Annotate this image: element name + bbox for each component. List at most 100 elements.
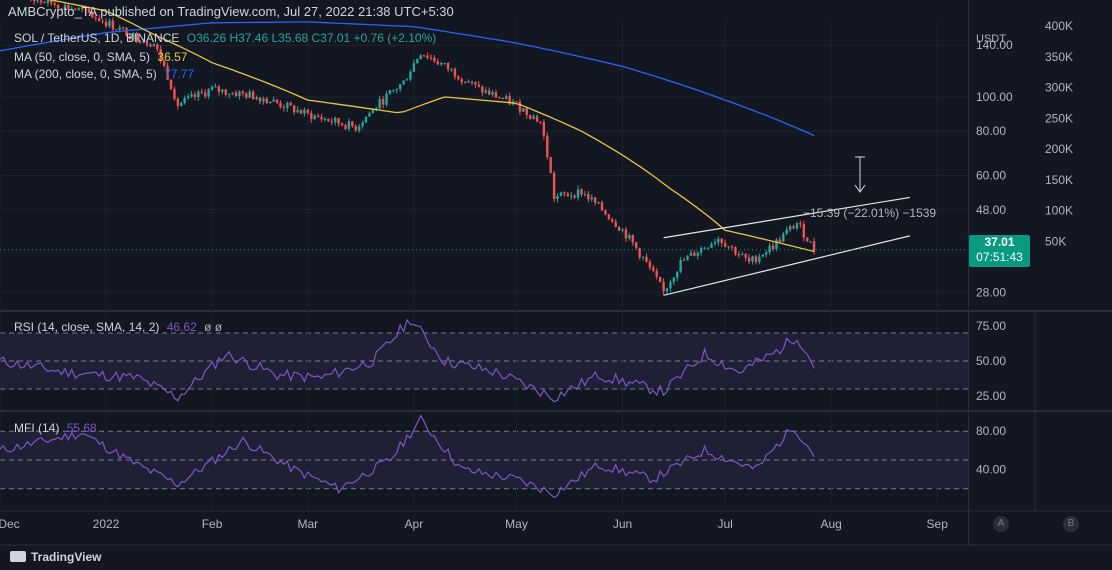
candle bbox=[522, 108, 525, 112]
candle bbox=[340, 122, 344, 127]
candle-body bbox=[306, 109, 310, 113]
candle bbox=[320, 113, 323, 123]
candle-body bbox=[799, 223, 802, 225]
mfi-band-fill bbox=[0, 431, 968, 489]
candle-body bbox=[662, 281, 665, 292]
last-price-value: 37.01 bbox=[984, 235, 1015, 249]
candle bbox=[806, 237, 809, 242]
candle-body bbox=[156, 44, 159, 50]
candle bbox=[292, 104, 296, 116]
candle bbox=[275, 98, 279, 105]
price-tick-label: 60.00 bbox=[976, 168, 1006, 182]
candle-body bbox=[180, 102, 183, 106]
candle bbox=[532, 113, 535, 120]
candle bbox=[443, 62, 446, 66]
candle-body bbox=[453, 68, 457, 77]
rsi-legend[interactable]: RSI (14, close, SMA, 14, 2) 46.62 ø ø bbox=[14, 320, 222, 334]
rsi-label: RSI (14, close, SMA, 14, 2) bbox=[14, 320, 160, 334]
candle-body bbox=[532, 116, 535, 119]
mfi-legend[interactable]: MFI (14) 55.68 bbox=[14, 421, 97, 435]
candle-body bbox=[87, 8, 91, 13]
rsi-tick-label: 50.00 bbox=[976, 354, 1006, 368]
candle bbox=[334, 116, 337, 126]
candle-body bbox=[128, 35, 132, 40]
candle bbox=[700, 246, 703, 256]
candle-body bbox=[426, 55, 429, 58]
candle bbox=[570, 192, 573, 200]
candle-body bbox=[176, 98, 180, 106]
ma50-label: MA (50, close, 0, SMA, 5) bbox=[14, 50, 151, 64]
rsi-band-fill bbox=[0, 333, 968, 389]
candle bbox=[327, 118, 330, 122]
candle-body bbox=[419, 55, 422, 59]
candle-body bbox=[600, 202, 604, 211]
candle-body bbox=[371, 108, 375, 114]
volume-tick-label: 200K bbox=[1045, 142, 1073, 156]
candle-body bbox=[94, 17, 97, 19]
candle-body bbox=[457, 76, 460, 80]
candle-body bbox=[635, 242, 638, 249]
candle bbox=[727, 245, 730, 250]
b-button[interactable]: B bbox=[1063, 516, 1079, 532]
candle-body bbox=[481, 86, 484, 93]
candle bbox=[238, 90, 241, 100]
mfi-tick-label: 40.00 bbox=[976, 463, 1006, 477]
candle-body bbox=[645, 256, 648, 262]
candle-body bbox=[265, 98, 268, 104]
candle bbox=[152, 42, 156, 47]
candle bbox=[43, 0, 46, 4]
candle-body bbox=[436, 61, 440, 65]
candle-body bbox=[460, 79, 463, 83]
candle-body bbox=[806, 237, 809, 242]
candle-body bbox=[676, 271, 679, 278]
last-price-tag: 37.01 07:51:43 bbox=[969, 235, 1030, 267]
candle-body bbox=[522, 108, 525, 112]
candle-body bbox=[398, 84, 402, 90]
candle bbox=[227, 93, 231, 99]
candle-body bbox=[351, 121, 354, 127]
candle-body bbox=[279, 102, 282, 107]
candle bbox=[364, 116, 368, 123]
candle bbox=[303, 107, 306, 117]
ma200-legend[interactable]: MA (200, close, 0, SMA, 5) 77.77 bbox=[14, 67, 194, 81]
candle bbox=[525, 106, 528, 119]
candle bbox=[535, 114, 539, 123]
candle bbox=[631, 234, 634, 246]
candle-body bbox=[221, 89, 224, 92]
candle bbox=[422, 54, 426, 58]
candle-body bbox=[241, 91, 245, 94]
candle-body bbox=[474, 81, 477, 85]
candle bbox=[337, 117, 340, 127]
candle-body bbox=[621, 229, 624, 231]
candle bbox=[549, 156, 552, 174]
ma50-legend[interactable]: MA (50, close, 0, SMA, 5) 36.57 bbox=[14, 50, 187, 64]
candle-body bbox=[429, 57, 433, 59]
candle-body bbox=[433, 57, 436, 62]
candle-body bbox=[751, 256, 754, 262]
candle bbox=[635, 241, 638, 250]
candle-body bbox=[604, 210, 607, 215]
candle bbox=[658, 276, 662, 283]
time-tick-label: Sep bbox=[927, 517, 949, 531]
candle bbox=[505, 93, 508, 100]
candle-body bbox=[477, 84, 481, 87]
candle bbox=[652, 264, 655, 273]
volume-tick-label: 50K bbox=[1045, 234, 1066, 248]
volume-tick-label: 400K bbox=[1045, 19, 1073, 33]
a-button[interactable]: A bbox=[993, 516, 1009, 532]
candle-body bbox=[484, 90, 487, 93]
candle-body bbox=[443, 62, 446, 64]
candle bbox=[604, 209, 607, 216]
candle-body bbox=[255, 97, 258, 100]
candle bbox=[440, 61, 443, 67]
candle-body bbox=[190, 94, 193, 97]
candle-body bbox=[327, 118, 330, 122]
candle bbox=[809, 241, 812, 244]
ma200-label: MA (200, close, 0, SMA, 5) bbox=[14, 67, 157, 81]
candle-body bbox=[91, 12, 94, 18]
candle-body bbox=[501, 98, 505, 100]
candle-body bbox=[771, 245, 775, 250]
candle-body bbox=[717, 238, 720, 243]
candle bbox=[682, 257, 686, 261]
